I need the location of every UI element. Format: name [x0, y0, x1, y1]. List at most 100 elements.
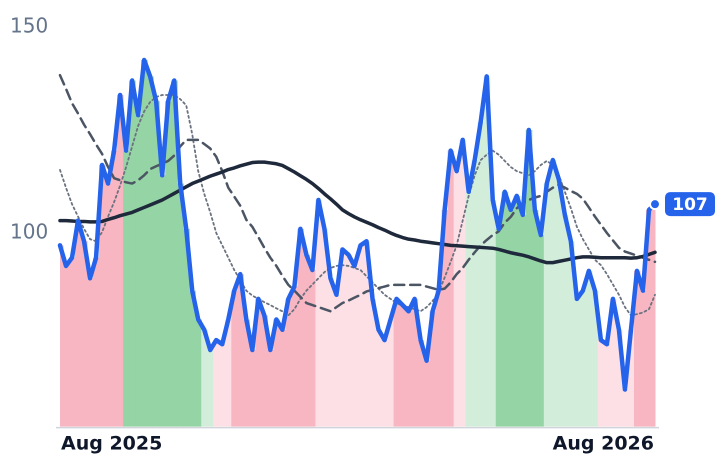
zone-bar	[303, 254, 310, 427]
y-tick-label: 150	[10, 13, 48, 37]
zone-bar	[327, 278, 334, 427]
x-tick-label: Aug 2025	[61, 433, 162, 455]
zone-bar	[291, 286, 298, 427]
zone-bar	[201, 329, 208, 427]
zone-bar	[615, 329, 623, 427]
zone-bar	[153, 101, 160, 427]
zone-bar	[453, 171, 461, 427]
zone-bar	[393, 298, 401, 427]
zone-bar	[609, 298, 617, 427]
zone-bar	[243, 319, 250, 427]
zone-bar	[525, 129, 533, 427]
zone-bar	[501, 191, 509, 427]
zone-bar	[363, 241, 371, 427]
zone-bar	[60, 245, 64, 427]
zone-bar	[75, 220, 82, 427]
zone-bar	[519, 214, 527, 427]
zone-bar	[123, 150, 130, 427]
zone-bar	[339, 249, 346, 427]
zone-bar	[273, 319, 280, 427]
zone-bar	[147, 76, 154, 427]
zone-bar	[207, 349, 214, 427]
last-point	[649, 198, 661, 211]
zone-bar	[381, 340, 389, 427]
zone-bar	[255, 298, 262, 427]
zone-bar	[639, 290, 647, 427]
zone-bar	[117, 94, 124, 427]
zone-bar	[429, 311, 437, 427]
zone-bar	[627, 329, 635, 427]
zone-bar	[213, 340, 220, 427]
zone-bar	[99, 165, 106, 427]
zone-bar	[399, 305, 407, 427]
zone-bar	[171, 80, 178, 427]
zone-bar	[321, 228, 328, 427]
zone-bar	[237, 274, 244, 427]
zone-bar	[315, 200, 322, 427]
zone-bar	[387, 319, 395, 427]
zone-bar	[417, 340, 425, 427]
zone-bar	[585, 270, 593, 427]
zone-bar	[489, 200, 497, 427]
line-series	[58, 160, 657, 265]
zone-bar	[249, 349, 256, 427]
zone-bar	[411, 298, 419, 427]
y-tick-label: 100	[10, 219, 48, 243]
zone-bar	[105, 183, 112, 427]
zone-bar	[435, 290, 443, 427]
zone-bar	[93, 257, 100, 427]
zone-bar	[375, 329, 383, 427]
zone-bar	[405, 311, 413, 427]
line-series	[57, 57, 658, 392]
zone-bar	[633, 270, 641, 427]
zone-bar	[63, 265, 70, 427]
zone-bar	[567, 241, 575, 427]
zone-bar	[543, 183, 551, 427]
zone-bar	[561, 214, 569, 427]
zone-bar	[231, 290, 238, 427]
zone-bar	[261, 315, 268, 427]
zone-bar	[195, 319, 202, 427]
zone-bar	[645, 209, 653, 427]
line-layer	[57, 57, 658, 392]
zone-bar	[423, 360, 431, 427]
zone-bar	[111, 150, 118, 427]
zone-bar	[465, 191, 473, 427]
zone-layer	[60, 59, 656, 427]
zone-bar	[183, 228, 190, 427]
zone-bar	[129, 80, 136, 427]
x-tick-label: Aug 2026	[553, 433, 654, 455]
zone-bar	[285, 298, 292, 427]
axis-layer: 100 150 Aug 2025 Aug 2026 107	[10, 13, 715, 455]
zone-bar	[573, 298, 581, 427]
zone-bar	[495, 228, 503, 427]
zone-bar	[597, 340, 605, 427]
zone-bar	[477, 121, 485, 427]
zone-bar	[507, 209, 515, 427]
zone-bar	[441, 209, 449, 427]
zone-bar	[87, 278, 94, 427]
zone-bar	[483, 76, 491, 427]
zone-bar	[189, 290, 196, 427]
zone-bar	[135, 115, 142, 427]
zone-bar	[225, 319, 232, 427]
zone-bar	[267, 349, 274, 427]
zone-bar	[81, 241, 88, 427]
zone-bar	[651, 204, 656, 427]
zone-bar	[177, 183, 184, 427]
zone-bar	[447, 150, 455, 427]
zone-bar	[513, 195, 521, 427]
zone-bar	[165, 101, 172, 427]
zone-bar	[471, 160, 479, 427]
zone-bar	[555, 179, 563, 427]
zone-bar	[297, 228, 304, 427]
zone-bar	[69, 257, 76, 427]
zone-bar	[159, 175, 166, 427]
zone-bar	[459, 139, 467, 427]
value-badge-label: 107	[672, 195, 708, 215]
zone-bar	[357, 245, 365, 427]
zone-bar	[537, 235, 545, 427]
zone-bar	[279, 329, 286, 427]
